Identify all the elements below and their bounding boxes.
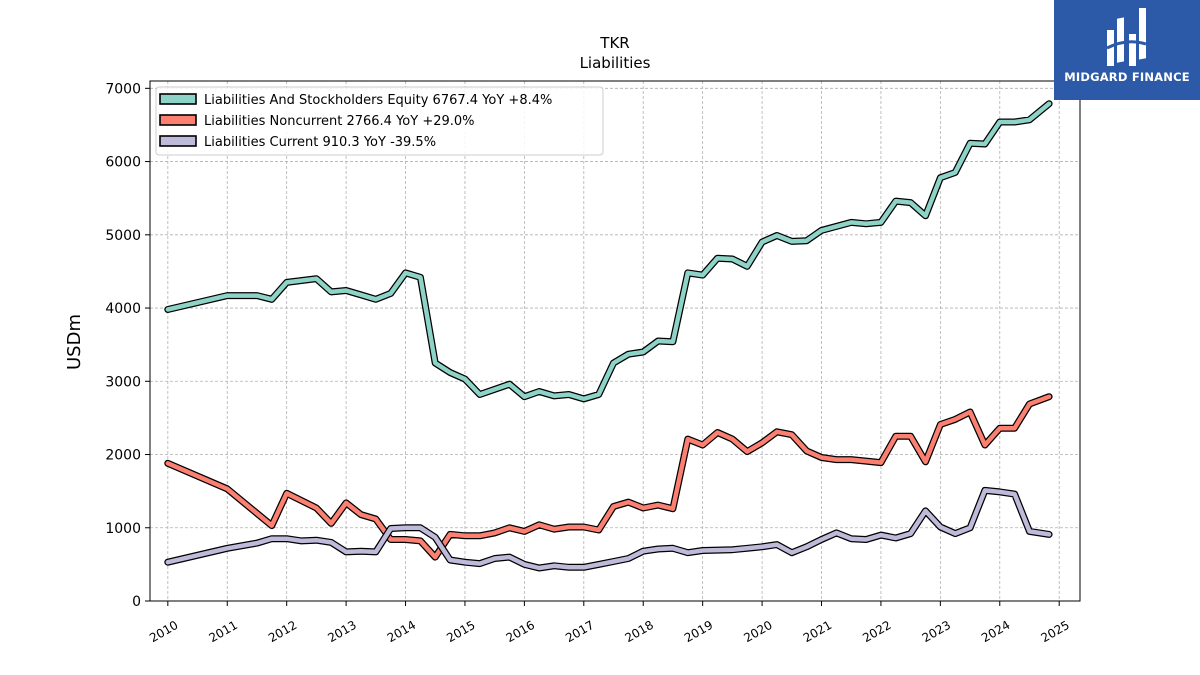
y-tick-label: 7000 [105,81,141,97]
series-liabilities-noncurrent [164,393,1053,561]
legend: Liabilities And Stockholders Equity 6767… [155,86,604,156]
x-tick-label: 2012 [266,618,299,645]
series-line [165,101,1052,402]
series-line [165,488,1052,571]
legend-label: Liabilities Noncurrent 2766.4 YoY +29.0% [204,114,475,129]
series-line [165,394,1052,560]
brand-mark-icon [1106,8,1147,66]
x-axis: 2010 2011 2012 2013 2014 2015 2016 2017 2018 2019… [147,601,1072,645]
x-tick-label: 2022 [860,618,893,645]
chart-title: TKR [599,34,629,52]
x-tick-label: 2015 [444,618,477,645]
x-tick-label: 2021 [801,618,834,645]
y-tick-label: 2000 [105,448,141,464]
x-tick-label: 2013 [325,618,358,645]
y-axis: 0 1000 2000 3000 4000 5000 6000 7000 [105,81,150,610]
y-tick-label: 1000 [105,521,141,537]
legend-label: Liabilities And Stockholders Equity 6767… [204,93,552,108]
plot-frame [149,80,1081,602]
y-axis-label: USDm [64,314,85,370]
brand-logo: MIDGARD FINANCE [1054,0,1200,100]
legend-swatch [159,114,197,126]
x-tick-label: 2024 [979,618,1012,645]
x-tick-label: 2025 [1038,618,1071,645]
x-tick-label: 2014 [385,618,418,645]
y-tick-label: 0 [132,594,141,610]
chart-subtitle: Liabilities [580,54,651,72]
brand-name: MIDGARD FINANCE [1064,70,1190,84]
x-tick-label: 2023 [920,618,953,645]
series-liabilities-current [164,486,1053,572]
x-tick-label: 2020 [741,618,774,645]
y-tick-label: 3000 [105,374,141,390]
x-tick-label: 2016 [504,618,537,645]
legend-swatch [159,135,197,147]
series-layer [164,100,1053,572]
x-tick-label: 2017 [563,618,596,645]
x-tick-label: 2018 [622,618,655,645]
x-tick-label: 2010 [147,618,180,645]
legend-box [155,86,604,156]
y-tick-label: 5000 [105,228,141,244]
y-tick-label: 4000 [105,301,141,317]
x-tick-label: 2011 [207,618,240,645]
grid-lines [150,81,1080,602]
series-liabilities-and-stockholders-equity [164,100,1053,403]
y-tick-label: 6000 [105,155,141,171]
legend-swatch [159,93,197,105]
x-tick-label: 2019 [682,618,715,645]
legend-label: Liabilities Current 910.3 YoY -39.5% [204,135,436,150]
series-line-outline [164,393,1053,561]
